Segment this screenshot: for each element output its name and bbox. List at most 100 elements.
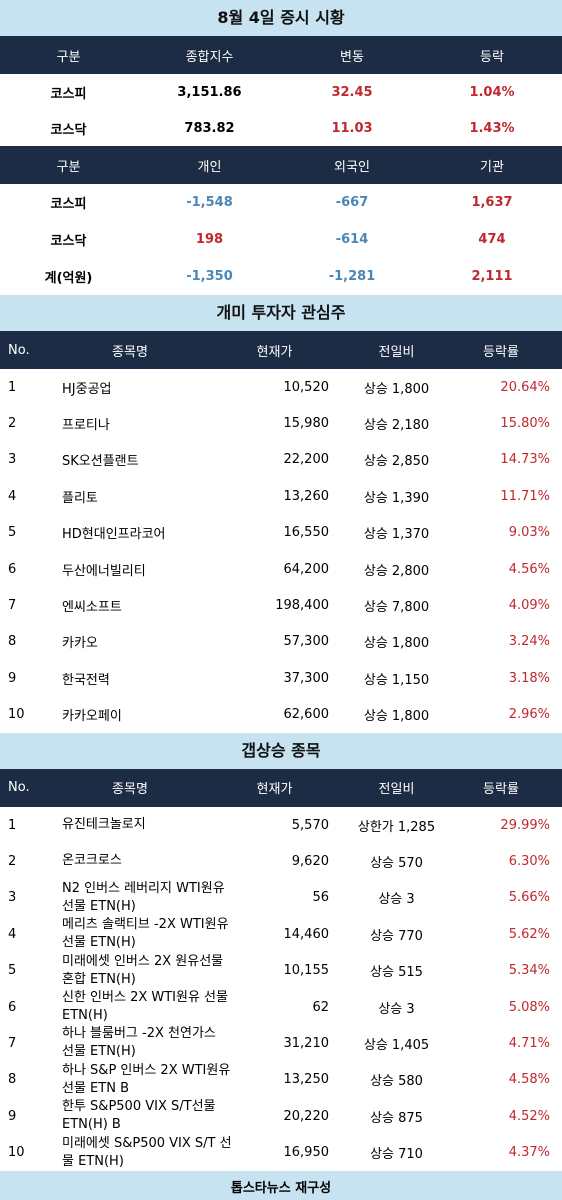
flow-institution: 474 (478, 232, 506, 247)
stock-name-link[interactable]: HD현대인프라코어 (62, 527, 166, 543)
stock-change: 상승 3 (378, 1001, 415, 1017)
table-row: 4 플리토 13,260 상승 1,390 11.71% (0, 478, 562, 515)
index-change: 11.03 (331, 120, 373, 136)
stock-name-line2: 선물 ETN(H) (62, 1044, 136, 1060)
stock-name-line1: 유진테크놀로지 (62, 817, 146, 833)
table-row: 3 N2 인버스 레버리지 WTI원유 선물 ETN(H) 56 상승 3 5.66% (0, 879, 562, 917)
col-header: 구분 (56, 159, 81, 175)
stock-price: 37,300 (283, 670, 330, 686)
stock-name-line1: N2 인버스 레버리지 WTI원유 (62, 880, 225, 896)
index-rate: 1.43% (469, 120, 515, 136)
stock-rate: 5.62% (508, 926, 550, 942)
stock-price: 10,520 (283, 379, 330, 395)
stock-name-link[interactable]: 플리토 (62, 490, 98, 506)
stock-price: 31,210 (283, 1035, 330, 1051)
stock-name-link[interactable]: 신한 인버스 2X WTI원유 선물 ETN(H) (40, 989, 228, 1025)
row-number: 8 (8, 634, 17, 650)
index-value: 783.82 (184, 120, 235, 136)
stock-name-line1: 미래에셋 S&P500 VIX S/T 선 (62, 1135, 232, 1151)
row-number: 6 (8, 561, 17, 577)
stock-name-link[interactable]: 유진테크놀로지 (40, 816, 220, 834)
flow-individual: 198 (195, 232, 224, 247)
ant-header-row: No. 종목명 현재가 전일비 등락률 (0, 331, 562, 369)
stock-change: 상승 1,370 (363, 527, 430, 543)
row-number: 3 (8, 452, 17, 468)
table-row: 5 HD현대인프라코어 16,550 상승 1,370 9.03% (0, 514, 562, 551)
row-number: 2 (8, 853, 17, 869)
stock-name-link[interactable]: 카카오페이 (62, 709, 122, 725)
market-name: 코스닥 (50, 234, 87, 249)
stock-name-link[interactable]: 하나 블룸버그 -2X 천연가스 선물 ETN(H) (40, 1025, 220, 1061)
stock-name-link[interactable]: 한투 S&P500 VIX S/T선물 ETN(H) B (40, 1098, 220, 1134)
col-header: 등락 (480, 49, 504, 65)
table-row: 9 한국전력 37,300 상승 1,150 3.18% (0, 660, 562, 697)
index-row-kosdaq: 코스닥 783.82 11.03 1.43% (0, 110, 562, 146)
stock-rate: 11.71% (500, 488, 550, 504)
table-row: 7 하나 블룸버그 -2X 천연가스 선물 ETN(H) 31,210 상승 1,405… (0, 1025, 562, 1062)
stock-name-link[interactable]: 온코크로스 (40, 852, 220, 870)
row-number: 6 (8, 999, 17, 1015)
flow-row-kospi: 코스피 -1,548 -667 1,637 (0, 184, 562, 221)
stock-name-link[interactable]: 두산에너빌리티 (62, 563, 146, 579)
col-header: 개인 (197, 159, 222, 175)
stock-price: 198,400 (275, 598, 329, 614)
flow-institution: 1,637 (471, 195, 513, 210)
col-header: 등락률 (483, 782, 519, 798)
col-header: 종합지수 (185, 49, 234, 65)
table-row: 2 프로티나 15,980 상승 2,180 15.80% (0, 405, 562, 442)
stock-change: 상승 515 (370, 965, 423, 981)
col-header: 등락률 (483, 344, 519, 360)
stock-change: 상승 2,850 (363, 454, 430, 470)
col-header: 전일비 (378, 344, 415, 360)
stock-price: 14,460 (283, 926, 330, 942)
stock-name-link[interactable]: N2 인버스 레버리지 WTI원유 선물 ETN(H) (40, 880, 225, 916)
table-row: 2 온코크로스 9,620 상승 570 6.30% (0, 843, 562, 880)
stock-name-line2: ETN(H) B (62, 1117, 121, 1133)
flow-header-row: 구분 개인 외국인 기관 (0, 146, 562, 184)
stock-rate: 3.24% (508, 634, 550, 650)
stock-price: 57,300 (283, 634, 330, 650)
row-number: 7 (8, 1035, 17, 1051)
stock-name-link[interactable]: 한국전력 (62, 672, 110, 688)
stock-name-link[interactable]: 카카오 (62, 636, 98, 652)
stock-change: 상승 875 (370, 1110, 423, 1126)
stock-rate: 5.66% (508, 890, 550, 906)
stock-price: 16,950 (283, 1145, 330, 1161)
row-number: 4 (8, 926, 17, 942)
table-row: 9 한투 S&P500 VIX S/T선물 ETN(H) B 20,220 상승 875… (0, 1098, 562, 1135)
stock-change: 상승 1,405 (363, 1037, 430, 1053)
stock-name-link[interactable]: HJ중공업 (62, 381, 112, 397)
ant-section: 개미 투자자 관심주 No. 종목명 현재가 전일비 등락률 1 HJ중공업 10,… (0, 295, 562, 733)
stock-name-line2: 물 ETN(H) (62, 1153, 124, 1169)
stock-name-link[interactable]: 프로티나 (62, 418, 110, 434)
stock-name-link[interactable]: 하나 S&P 인버스 2X WTI원유 선물 ETN B (40, 1062, 230, 1098)
table-row: 1 유진테크놀로지 5,570 상한가 1,285 29.99% (0, 806, 562, 844)
stock-price: 62,600 (283, 707, 330, 723)
table-row: 5 미래에셋 인버스 2X 원유선물 혼합 ETN(H) 10,155 상승 515 5.… (0, 952, 562, 989)
stock-price: 64,200 (283, 561, 330, 577)
stock-rate: 5.08% (508, 999, 550, 1015)
stock-change: 상승 1,800 (363, 381, 430, 397)
stock-price: 10,155 (283, 963, 330, 979)
stock-name-link[interactable]: 메리츠 솔랙티브 -2X WTI원유 선물 ETN(H) (40, 916, 229, 952)
index-row-kospi: 코스피 3,151.86 32.45 1.04% (0, 74, 562, 110)
stock-change: 상승 2,800 (363, 563, 430, 579)
stock-name-link[interactable]: SK오션플랜트 (62, 454, 139, 470)
flow-row-total: 계(억원) -1,350 -1,281 2,111 (0, 258, 562, 295)
index-value: 3,151.86 (177, 84, 242, 100)
stock-price: 22,200 (283, 452, 330, 468)
ant-list: 1 HJ중공업 10,520 상승 1,800 20.64% 2 프로티나 15,980 상승 … (0, 369, 562, 733)
table-row: 6 두산에너빌리티 64,200 상승 2,800 4.56% (0, 550, 562, 588)
table-row: 6 신한 인버스 2X WTI원유 선물 ETN(H) 62 상승 3 5.08% (0, 988, 562, 1026)
stock-name-link[interactable]: 미래에셋 인버스 2X 원유선물 혼합 ETN(H) (40, 953, 223, 989)
stock-rate: 20.64% (500, 379, 550, 395)
stock-rate: 3.18% (508, 670, 550, 686)
row-number: 2 (8, 416, 17, 432)
row-number: 9 (8, 1108, 17, 1124)
stock-name-link[interactable]: 엔씨소프트 (62, 600, 122, 616)
col-header: 종목명 (112, 344, 148, 360)
stock-rate: 4.37% (508, 1145, 550, 1161)
stock-price: 9,620 (291, 853, 329, 869)
stock-name-line1: 한투 S&P500 VIX S/T선물 (62, 1099, 216, 1115)
